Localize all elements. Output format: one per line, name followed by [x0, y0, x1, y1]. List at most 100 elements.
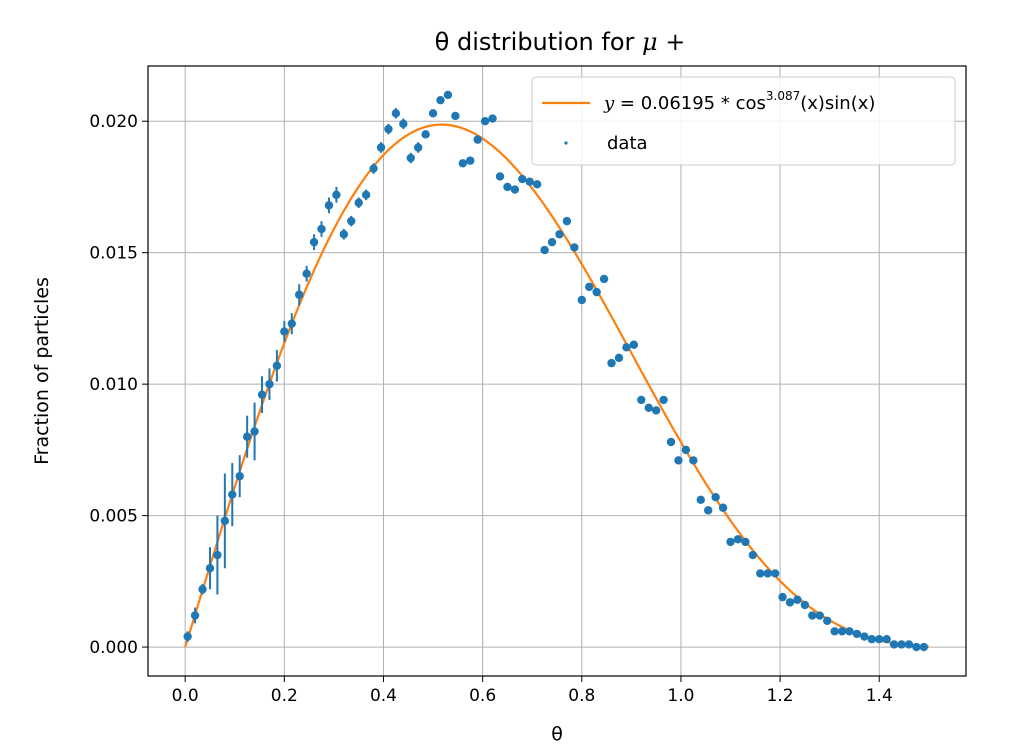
- data-point: [287, 319, 296, 328]
- data-point: [577, 295, 586, 305]
- data-point: [547, 237, 557, 247]
- data-point: [458, 159, 468, 168]
- y-tick-label: 0.005: [89, 507, 138, 527]
- data-point: [659, 395, 668, 405]
- data-point: [503, 182, 512, 192]
- data-point: [198, 585, 207, 594]
- data-point: [309, 237, 319, 247]
- x-axis-label: θ: [551, 723, 563, 745]
- y-axis-ticks: 0.000 0.005 0.010 0.015 0.020: [89, 112, 148, 658]
- data-point: [867, 634, 877, 644]
- x-tick-label: 1.0: [667, 686, 694, 706]
- data-point: [674, 456, 683, 465]
- x-tick-label: 1.4: [866, 686, 893, 706]
- data-point: [480, 117, 490, 126]
- data-point: [324, 201, 334, 210]
- legend-fit-exponent: 3.087: [766, 89, 800, 103]
- data-point: [384, 124, 393, 134]
- data-point: [770, 569, 780, 578]
- data-point: [718, 503, 728, 512]
- chart-title: θ distribution for μ +: [435, 28, 686, 56]
- x-tick-label: 0.2: [271, 686, 298, 706]
- data-point: [570, 243, 579, 252]
- data-point: [599, 274, 609, 284]
- data-point: [912, 642, 921, 652]
- axes-frame: [147, 65, 967, 677]
- data-point: [860, 632, 869, 641]
- data-point: [793, 595, 802, 604]
- data-point: [518, 174, 527, 184]
- data-point: [778, 592, 787, 602]
- data-point: [436, 95, 445, 105]
- data-point: [852, 629, 862, 639]
- data-point: [317, 224, 326, 234]
- data-point: [250, 427, 259, 436]
- data-point: [339, 230, 349, 239]
- legend: y = 0.06195 * cos3.087(x)sin(x) data: [531, 76, 956, 166]
- data-point: [525, 177, 534, 186]
- data-point: [295, 290, 304, 299]
- x-tick-label: 0.6: [469, 686, 496, 706]
- legend-fit-label: y = 0.06195 * cos3.087(x)sin(x): [603, 89, 875, 114]
- data-point: [644, 403, 653, 413]
- data-point: [361, 190, 371, 200]
- x-tick-label: 1.2: [767, 686, 794, 706]
- data-point: [748, 550, 758, 560]
- data-point: [540, 245, 549, 255]
- data-point: [763, 569, 772, 578]
- data-point: [421, 130, 430, 139]
- data-point: [242, 432, 252, 441]
- data-point: [488, 114, 497, 123]
- legend-frame: [531, 76, 956, 166]
- data-point: [220, 516, 230, 526]
- data-point: [904, 640, 914, 649]
- data-point: [711, 493, 720, 502]
- data-point: [592, 287, 601, 297]
- data-point: [585, 282, 594, 292]
- data-point: [726, 537, 735, 547]
- data-point: [666, 437, 676, 447]
- data-point: [510, 185, 520, 194]
- data-point: [376, 143, 386, 152]
- data-point: [354, 198, 363, 207]
- data-point: [235, 471, 244, 481]
- data-point: [272, 361, 282, 370]
- data-point: [532, 180, 542, 189]
- data-point: [205, 563, 215, 573]
- data-point: [815, 611, 824, 620]
- data-point: [428, 109, 438, 118]
- data-point: [882, 634, 891, 644]
- x-tick-label: 0.4: [370, 686, 397, 706]
- data-point: [756, 569, 765, 578]
- data-point: [369, 164, 378, 173]
- title-text: θ distribution for: [435, 28, 642, 56]
- data-point: [622, 343, 631, 352]
- grid-lines: [148, 66, 966, 676]
- x-tick-label: 0.0: [172, 686, 199, 706]
- data-point: [875, 634, 884, 644]
- data-point: [399, 119, 408, 129]
- data-point: [228, 490, 237, 499]
- data-point: [741, 537, 750, 547]
- data-point: [637, 395, 646, 405]
- data-point: [347, 216, 356, 226]
- data-point: [466, 156, 475, 165]
- data-point: [845, 627, 854, 636]
- data-point: [822, 616, 832, 625]
- data-points-layer: [183, 90, 929, 652]
- legend-data-swatch: [564, 141, 568, 145]
- data-point: [413, 143, 423, 152]
- y-tick-label: 0.000: [89, 638, 138, 658]
- data-point: [607, 358, 616, 368]
- data-point: [629, 340, 639, 349]
- x-tick-label: 0.8: [568, 686, 595, 706]
- data-point: [785, 598, 795, 607]
- data-point: [213, 550, 222, 560]
- legend-fit-prefix: y: [603, 93, 615, 114]
- data-point: [183, 632, 192, 641]
- data-point: [696, 495, 705, 505]
- data-point: [302, 269, 311, 278]
- legend-data-label: data: [607, 133, 648, 154]
- data-point: [473, 135, 482, 144]
